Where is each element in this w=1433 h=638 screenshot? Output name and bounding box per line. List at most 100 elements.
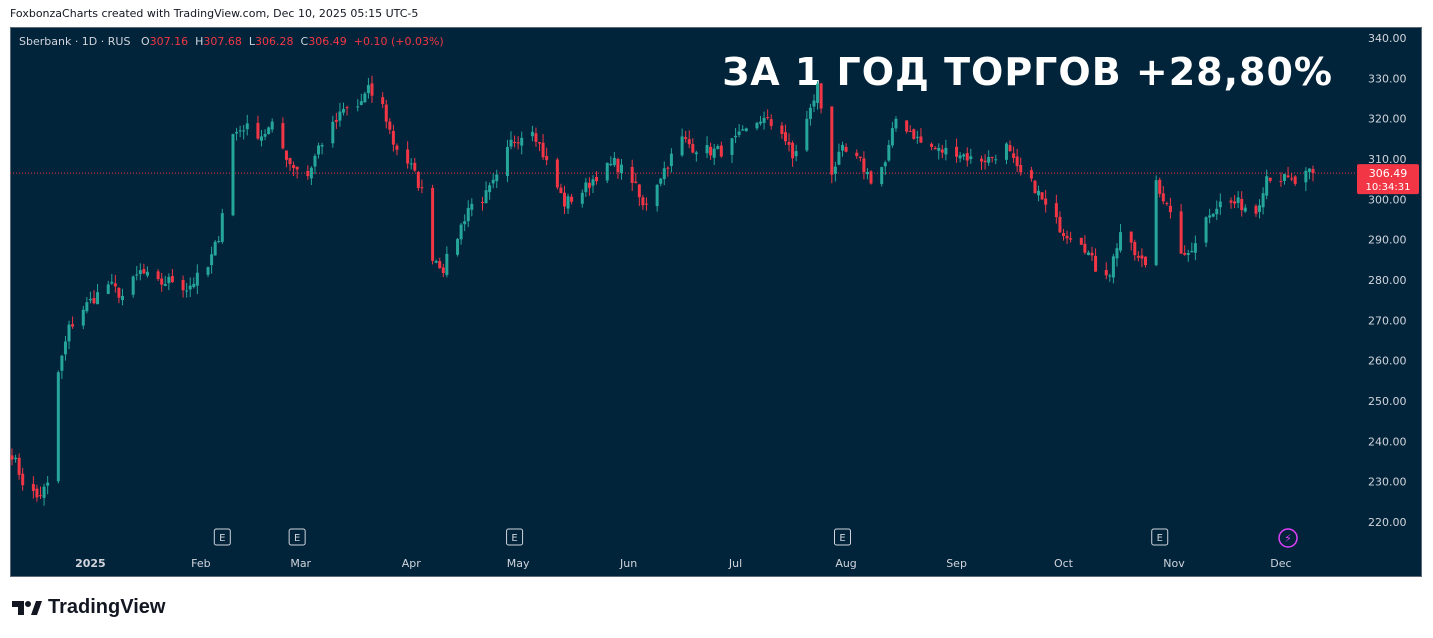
candle-body (395, 145, 399, 150)
candle-body (662, 168, 666, 180)
candle-body (456, 239, 460, 255)
candle-body (755, 122, 759, 129)
candle-body (120, 295, 124, 301)
candle-body (620, 164, 624, 173)
candle-body (787, 142, 791, 145)
candle-body (1233, 201, 1237, 204)
candle-body (1161, 193, 1165, 202)
candle-body (156, 271, 160, 280)
candle-body (933, 147, 937, 150)
candle-body (438, 261, 442, 269)
close-value: 306.49 (308, 35, 347, 48)
candle-body (406, 149, 410, 164)
candle-body (1154, 180, 1158, 266)
candle-body (480, 201, 484, 203)
tradingview-logo-text: TradingView (48, 596, 166, 618)
candle-body (1065, 235, 1069, 239)
open-value: 307.16 (149, 35, 189, 48)
candle-body (940, 149, 944, 153)
candle-body (459, 224, 463, 240)
candle-body (965, 153, 969, 161)
high-value: 307.68 (203, 35, 242, 48)
candle-body (431, 187, 435, 261)
candle-body (14, 457, 18, 460)
candle-body (1183, 253, 1187, 255)
candle-body (210, 254, 214, 266)
candle-body (235, 132, 239, 134)
candle-body (420, 187, 424, 189)
candle-body (484, 190, 488, 204)
candle-body (762, 117, 766, 123)
earnings-marker-label: E (294, 533, 300, 544)
candle-body (530, 131, 534, 137)
candle-body (584, 182, 588, 193)
candle-body (441, 267, 445, 274)
candle-body (1293, 176, 1297, 184)
x-tick-label: Feb (191, 557, 210, 570)
candle-body (113, 283, 117, 287)
earnings-marker-label: E (511, 533, 517, 544)
candle-body (808, 107, 812, 119)
candle-body (470, 203, 474, 210)
dividend-marker (1278, 528, 1298, 548)
candle-body (794, 151, 798, 157)
candle-body (1143, 256, 1147, 266)
candle-body (167, 276, 171, 284)
candle-body (1044, 198, 1048, 205)
candle-body (142, 269, 146, 274)
candle-body (734, 135, 738, 138)
candle-body (1079, 237, 1083, 245)
candle-body (580, 192, 584, 204)
x-tick-label: Jun (619, 557, 637, 570)
candle-body (256, 122, 260, 139)
candle-body (46, 482, 50, 486)
candle-body (712, 148, 716, 158)
candle-body (919, 136, 923, 143)
low-value: 306.28 (255, 35, 294, 48)
candle-body (106, 284, 110, 294)
candle-body (1029, 170, 1033, 179)
chart-frame[interactable]: Sberbank · 1D · RUS O307.16 H307.68 L306… (10, 27, 1422, 577)
candle-body (1282, 174, 1286, 181)
candle-body (612, 157, 616, 166)
candle-body (88, 298, 92, 301)
candle-body (245, 123, 249, 130)
candle-body (192, 283, 196, 288)
candle-body (56, 372, 60, 482)
candle-body (570, 196, 574, 202)
candle-body (1019, 164, 1023, 173)
candle-body (937, 147, 941, 151)
candle-body (869, 171, 873, 184)
candle-body (780, 125, 784, 134)
candle-body (587, 182, 591, 188)
candle-body (716, 146, 720, 149)
candle-body (766, 117, 770, 119)
candle-body (908, 130, 912, 132)
candle-body (505, 147, 509, 177)
candle-body (1261, 193, 1265, 208)
y-tick-label: 230.00 (1368, 476, 1407, 489)
y-tick-label: 300.00 (1368, 193, 1407, 206)
earnings-marker-label: E (1157, 533, 1163, 544)
candle-body (669, 153, 673, 167)
candle-body (320, 145, 324, 147)
candle-body (163, 284, 167, 286)
candle-body (915, 136, 919, 138)
earnings-marker (213, 528, 231, 546)
candle-body (1111, 256, 1115, 278)
y-tick-label: 240.00 (1368, 435, 1407, 448)
candle-body (1190, 250, 1194, 253)
tradingview-logo-icon (12, 600, 42, 615)
candle-body (566, 196, 570, 209)
candle-body (217, 240, 221, 242)
candle-body (1215, 208, 1219, 215)
candle-body (1094, 255, 1098, 272)
candle-body (538, 142, 542, 144)
candle-body (1168, 205, 1172, 213)
candle-body (363, 93, 367, 103)
candle-body (135, 274, 139, 276)
y-tick-label: 290.00 (1368, 234, 1407, 247)
candle-body (980, 158, 984, 162)
tradingview-logo[interactable]: TradingView (12, 596, 165, 619)
